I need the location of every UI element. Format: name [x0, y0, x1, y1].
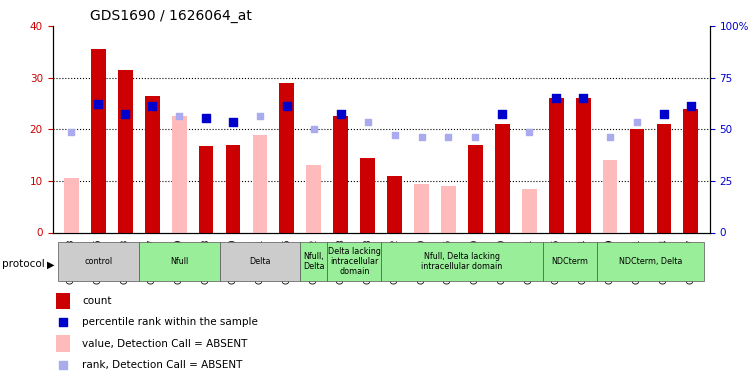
- Bar: [549, 99, 563, 232]
- Bar: [199, 146, 213, 232]
- Point: [550, 96, 562, 102]
- Bar: [333, 117, 348, 232]
- Point: [227, 118, 239, 124]
- Bar: [388, 176, 402, 232]
- Bar: [522, 189, 537, 232]
- Bar: [91, 50, 106, 232]
- Bar: [441, 186, 456, 232]
- Bar: [56, 335, 71, 352]
- Point: [119, 111, 131, 117]
- Point: [523, 129, 535, 135]
- Point: [57, 362, 69, 368]
- FancyBboxPatch shape: [543, 242, 596, 281]
- Text: rank, Detection Call = ABSENT: rank, Detection Call = ABSENT: [83, 360, 243, 370]
- Text: ▶: ▶: [47, 260, 55, 269]
- Bar: [172, 117, 186, 232]
- Point: [604, 134, 616, 140]
- Point: [92, 100, 104, 106]
- Point: [173, 114, 185, 120]
- Bar: [495, 124, 510, 232]
- Point: [442, 134, 454, 140]
- Text: control: control: [84, 257, 113, 266]
- Bar: [602, 160, 617, 232]
- Bar: [56, 292, 71, 309]
- Text: value, Detection Call = ABSENT: value, Detection Call = ABSENT: [83, 339, 248, 349]
- Text: Delta lacking
intracellular
domain: Delta lacking intracellular domain: [327, 247, 381, 276]
- FancyBboxPatch shape: [300, 242, 327, 281]
- Text: GDS1690 / 1626064_at: GDS1690 / 1626064_at: [90, 9, 252, 23]
- Point: [57, 319, 69, 325]
- Bar: [468, 145, 483, 232]
- Point: [658, 111, 670, 117]
- Point: [65, 129, 77, 135]
- Bar: [360, 158, 375, 232]
- Bar: [683, 109, 698, 232]
- Point: [308, 126, 320, 132]
- Point: [335, 111, 347, 117]
- Point: [281, 103, 293, 109]
- Text: Nfull: Nfull: [170, 257, 189, 266]
- FancyBboxPatch shape: [327, 242, 382, 281]
- Point: [415, 134, 427, 140]
- Bar: [576, 99, 590, 232]
- Bar: [629, 129, 644, 232]
- Bar: [306, 165, 321, 232]
- Point: [496, 111, 508, 117]
- Text: percentile rank within the sample: percentile rank within the sample: [83, 317, 258, 327]
- Text: Delta: Delta: [249, 257, 270, 266]
- FancyBboxPatch shape: [139, 242, 219, 281]
- FancyBboxPatch shape: [596, 242, 704, 281]
- Point: [631, 118, 643, 124]
- Text: NDCterm: NDCterm: [551, 257, 588, 266]
- Text: protocol: protocol: [2, 260, 45, 269]
- FancyBboxPatch shape: [382, 242, 543, 281]
- Point: [685, 103, 697, 109]
- Point: [388, 132, 400, 138]
- Point: [254, 114, 266, 120]
- Point: [146, 103, 158, 109]
- Bar: [252, 135, 267, 232]
- Text: Nfull, Delta lacking
intracellular domain: Nfull, Delta lacking intracellular domai…: [421, 252, 502, 271]
- Text: NDCterm, Delta: NDCterm, Delta: [619, 257, 682, 266]
- Point: [469, 134, 481, 140]
- Bar: [64, 178, 79, 232]
- Bar: [225, 145, 240, 232]
- Bar: [118, 70, 133, 232]
- Point: [362, 118, 374, 124]
- Bar: [414, 183, 429, 232]
- FancyBboxPatch shape: [219, 242, 300, 281]
- Text: count: count: [83, 296, 112, 306]
- Text: Nfull,
Delta: Nfull, Delta: [303, 252, 324, 271]
- Bar: [145, 96, 160, 232]
- Point: [200, 115, 212, 121]
- FancyBboxPatch shape: [58, 242, 139, 281]
- Bar: [279, 83, 294, 232]
- Point: [577, 96, 589, 102]
- Bar: [656, 124, 671, 232]
